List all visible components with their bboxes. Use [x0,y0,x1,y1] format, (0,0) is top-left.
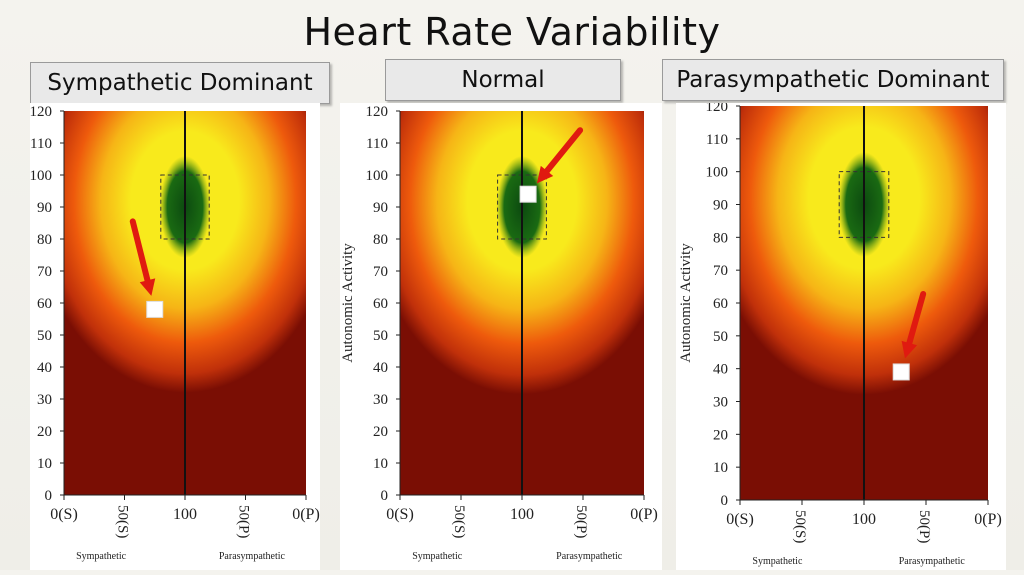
data-point [146,300,164,318]
panel-title-sympathetic: Sympathetic Dominant [30,62,330,104]
y-tick-label: 120 [706,103,729,115]
x-tick-label: 50(P) [573,505,589,538]
y-tick-label: 90 [713,198,728,214]
y-tick-label: 40 [37,360,52,376]
y-tick-label: 70 [373,264,388,280]
chart-normal: 0 10 20 30 40 50 60 70 80 90 100 110 120 0(S) 50(S) 100… [340,104,658,562]
y-tick-label: 80 [37,232,52,248]
x-tick-label: 50(P) [236,505,252,538]
y-tick-label: 0 [381,488,389,504]
x-tick-label: 50(S) [792,510,808,543]
x-side-label-parasympathetic: Parasympathetic [556,551,623,562]
chart-panel-parasympathetic: 0 10 20 30 40 50 60 70 80 90 100 110 120 0(S) 50(S) 100… [676,99,1006,570]
y-axis-label: Autonomic Activity [678,243,694,363]
chart-panel-sympathetic: 0 10 20 30 40 50 60 70 80 90 100 110 120 0(S) 50(S) 100… [30,103,320,570]
chart-parasympathetic: 0 10 20 30 40 50 60 70 80 90 100 110 120 0(S) 50(S) 100… [678,99,1002,567]
x-tick-label: 0(S) [726,511,754,528]
y-tick-label: 80 [713,230,728,246]
y-tick-label: 60 [373,296,388,312]
x-side-label-parasympathetic: Parasympathetic [899,556,966,567]
y-tick-label: 100 [30,168,52,184]
y-tick-label: 110 [706,132,728,148]
chart-sympathetic: 0 10 20 30 40 50 60 70 80 90 100 110 120 0(S) 50(S) 100… [30,104,320,562]
y-tick-label: 20 [373,424,388,440]
y-tick-label: 0 [721,493,729,509]
x-side-label-sympathetic: Sympathetic [752,556,803,567]
y-tick-label: 110 [30,136,52,152]
data-point [892,363,910,381]
chart-panel-normal: 0 10 20 30 40 50 60 70 80 90 100 110 120 0(S) 50(S) 100… [340,103,662,570]
y-tick-label: 40 [373,360,388,376]
data-point [519,185,537,203]
x-tick-label: 0(P) [292,506,320,523]
x-tick-label: 50(P) [916,510,932,543]
panel-title-normal: Normal [385,59,621,101]
y-tick-label: 0 [45,488,53,504]
y-tick-label: 30 [373,392,388,408]
y-tick-label: 10 [713,460,728,476]
y-tick-label: 110 [366,136,388,152]
y-tick-label: 120 [30,104,52,120]
x-tick-label: 0(S) [50,506,78,523]
pointer-arrow [129,218,156,296]
pointer-arrow [901,290,927,359]
x-tick-label: 50(S) [451,505,467,538]
y-tick-label: 40 [713,362,728,378]
y-tick-label: 60 [37,296,52,312]
y-tick-label: 20 [713,427,728,443]
x-tick-label: 50(S) [115,505,131,538]
x-side-label-sympathetic: Sympathetic [412,551,463,562]
y-tick-label: 50 [713,329,728,345]
y-tick-label: 120 [366,104,389,120]
x-tick-label: 100 [173,506,197,523]
y-tick-label: 100 [366,168,389,184]
y-tick-label: 30 [37,392,52,408]
y-tick-label: 90 [373,200,388,216]
x-tick-label: 0(P) [974,511,1002,528]
x-tick-label: 0(S) [386,506,414,523]
x-tick-label: 100 [852,511,876,528]
y-tick-label: 20 [37,424,52,440]
y-axis-label: Autonomic Activity [340,243,356,363]
panel-title-parasympathetic: Parasympathetic Dominant [662,59,1004,101]
y-tick-label: 60 [713,296,728,312]
y-tick-label: 70 [713,263,728,279]
y-tick-label: 10 [373,456,388,472]
pointer-arrow [536,127,584,184]
y-tick-label: 30 [713,395,728,411]
y-tick-label: 50 [37,328,52,344]
y-tick-label: 80 [373,232,388,248]
x-side-label-sympathetic: Sympathetic [76,551,127,562]
y-tick-label: 50 [373,328,388,344]
x-tick-label: 100 [510,506,534,523]
main-title: Heart Rate Variability [303,10,721,54]
y-tick-label: 100 [706,165,729,181]
x-tick-label: 0(P) [630,506,658,523]
y-tick-label: 70 [37,264,52,280]
y-tick-label: 90 [37,200,52,216]
y-tick-label: 10 [37,456,52,472]
x-side-label-parasympathetic: Parasympathetic [219,551,286,562]
